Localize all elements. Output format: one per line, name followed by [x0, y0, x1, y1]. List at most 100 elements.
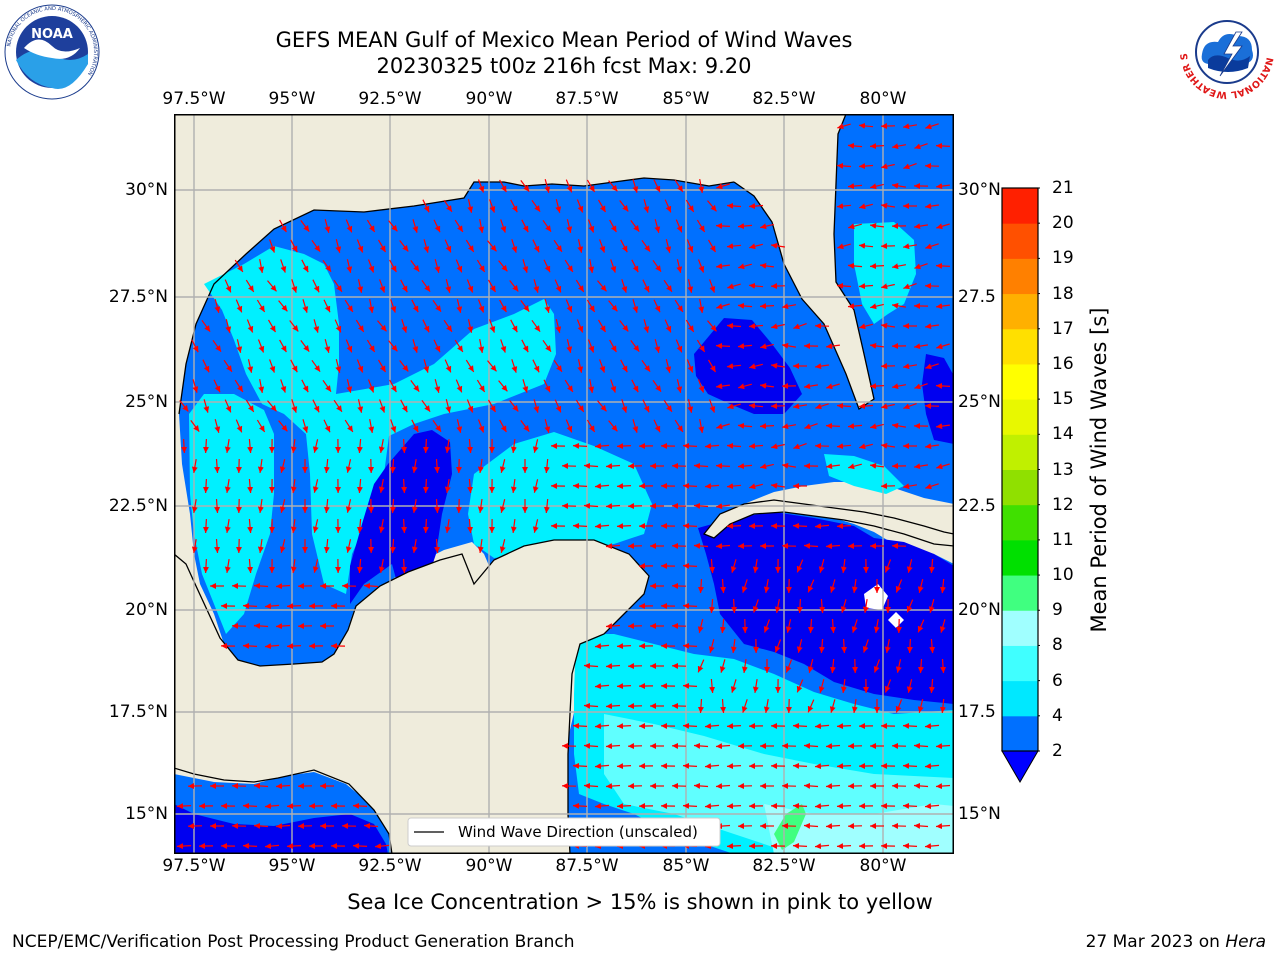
lat-tick-left: 17.5°N — [108, 702, 168, 722]
wind-wave-arrow — [253, 822, 269, 829]
wind-wave-arrow — [858, 283, 874, 290]
wind-wave-arrow — [826, 383, 840, 390]
wind-wave-arrow — [903, 163, 917, 170]
wind-wave-arrow — [280, 379, 287, 393]
wind-wave-arrow — [466, 399, 474, 413]
wind-wave-arrow — [716, 423, 730, 430]
wind-wave-arrow — [434, 379, 441, 393]
wind-wave-arrow — [709, 678, 716, 694]
wind-wave-arrow — [939, 698, 946, 714]
wind-wave-arrow — [796, 679, 804, 693]
wind-wave-arrow — [313, 319, 320, 333]
wind-wave-arrow — [445, 279, 452, 293]
wind-wave-arrow — [421, 279, 431, 293]
wind-wave-arrow — [760, 343, 774, 350]
wind-wave-arrow — [715, 543, 731, 550]
wind-wave-arrows — [176, 122, 951, 850]
noaa-logo-text: NOAA — [31, 27, 73, 42]
cuba — [702, 499, 954, 547]
wind-wave-arrow — [597, 319, 607, 333]
wind-wave-arrow — [377, 239, 387, 253]
wind-wave-arrow — [917, 579, 924, 593]
wind-wave-arrow — [748, 443, 764, 450]
wind-wave-arrow — [737, 463, 753, 470]
wind-wave-arrow — [847, 142, 863, 149]
wind-wave-arrow — [324, 219, 331, 233]
wind-wave-arrow — [693, 782, 709, 789]
wind-wave-arrow — [286, 603, 302, 610]
wind-wave-arrow — [616, 763, 632, 770]
map-frame — [174, 114, 954, 854]
wind-wave-arrow — [804, 383, 818, 390]
wind-wave-arrow — [432, 419, 442, 433]
wind-wave-arrow — [782, 342, 796, 349]
wind-wave-arrow — [851, 699, 858, 713]
wind-wave-arrow — [510, 439, 517, 453]
wind-wave-arrow — [487, 240, 497, 252]
wind-wave-arrow — [685, 319, 695, 333]
wind-wave-arrow — [851, 619, 858, 633]
wind-wave-arrow — [682, 762, 698, 769]
footer-credit: NCEP/EMC/Verification Post Processing Pr… — [12, 932, 575, 952]
wind-wave-arrow — [929, 638, 936, 654]
wind-wave-arrow — [818, 679, 825, 693]
wind-wave-arrow — [906, 638, 913, 654]
wind-wave-arrow — [715, 743, 731, 750]
wind-wave-arrow — [716, 183, 730, 190]
wind-wave-arrow — [847, 262, 863, 269]
wind-wave-arrow — [605, 623, 621, 630]
wind-wave-arrow — [616, 643, 632, 650]
wind-wave-arrow — [467, 199, 474, 213]
wind-wave-arrow — [870, 303, 884, 310]
wind-wave-arrow — [533, 279, 540, 293]
wind-wave-arrow — [707, 200, 717, 212]
wind-wave-arrow — [357, 399, 364, 413]
wind-wave-arrow — [201, 319, 211, 333]
wind-wave-arrow — [378, 478, 385, 494]
wind-wave-arrow — [696, 219, 706, 233]
wind-wave-arrow — [553, 239, 563, 253]
wind-wave-arrow — [748, 402, 764, 409]
wind-wave-arrow — [741, 699, 748, 713]
wind-wave-arrow — [379, 279, 386, 293]
wind-wave-arrow — [727, 403, 741, 410]
wind-wave-arrow — [726, 322, 742, 329]
wind-wave-arrow — [520, 300, 530, 312]
wind-wave-arrow — [565, 419, 573, 433]
lat-tick-left: 25°N — [125, 392, 168, 412]
wind-wave-arrow — [279, 339, 287, 353]
wind-wave-arrow — [323, 498, 330, 514]
wind-wave-arrow — [586, 179, 596, 193]
wind-wave-arrow — [554, 279, 562, 293]
wind-wave-arrow — [532, 359, 540, 373]
wind-wave-arrow — [814, 523, 830, 530]
wind-wave-arrow — [389, 538, 396, 554]
bay-of-campeche-deep-blue — [350, 430, 452, 608]
lon-tick-bottom: 97.5°W — [162, 856, 226, 876]
wind-wave-arrow — [594, 523, 610, 530]
lon-tick-top: 92.5°W — [358, 89, 422, 109]
wind-wave-arrow — [214, 419, 221, 433]
wind-wave-arrow — [902, 722, 918, 729]
wind-wave-arrow — [344, 419, 354, 433]
wind-wave-arrow — [594, 483, 610, 490]
wind-wave-arrow — [275, 783, 291, 790]
wind-wave-arrow — [401, 319, 408, 333]
wind-wave-arrow — [433, 339, 441, 353]
wind-wave-arrow — [693, 742, 709, 749]
yucatan-peninsula — [174, 539, 650, 854]
wind-wave-arrow — [257, 339, 265, 353]
wind-wave-arrow — [807, 659, 814, 673]
wind-wave-arrow — [785, 619, 792, 633]
wind-wave-arrow — [202, 359, 210, 373]
colorbar-band — [1002, 399, 1038, 435]
wind-wave-arrow — [763, 698, 770, 714]
wind-wave-arrow — [726, 483, 742, 490]
wind-wave-arrow — [245, 279, 255, 293]
wind-wave-arrow — [829, 699, 836, 713]
colorbar-band — [1002, 539, 1038, 576]
wind-wave-arrow — [760, 223, 774, 230]
wind-wave-arrow — [815, 363, 829, 370]
wind-wave-arrow — [312, 479, 319, 493]
wind-wave-arrow — [434, 259, 441, 273]
